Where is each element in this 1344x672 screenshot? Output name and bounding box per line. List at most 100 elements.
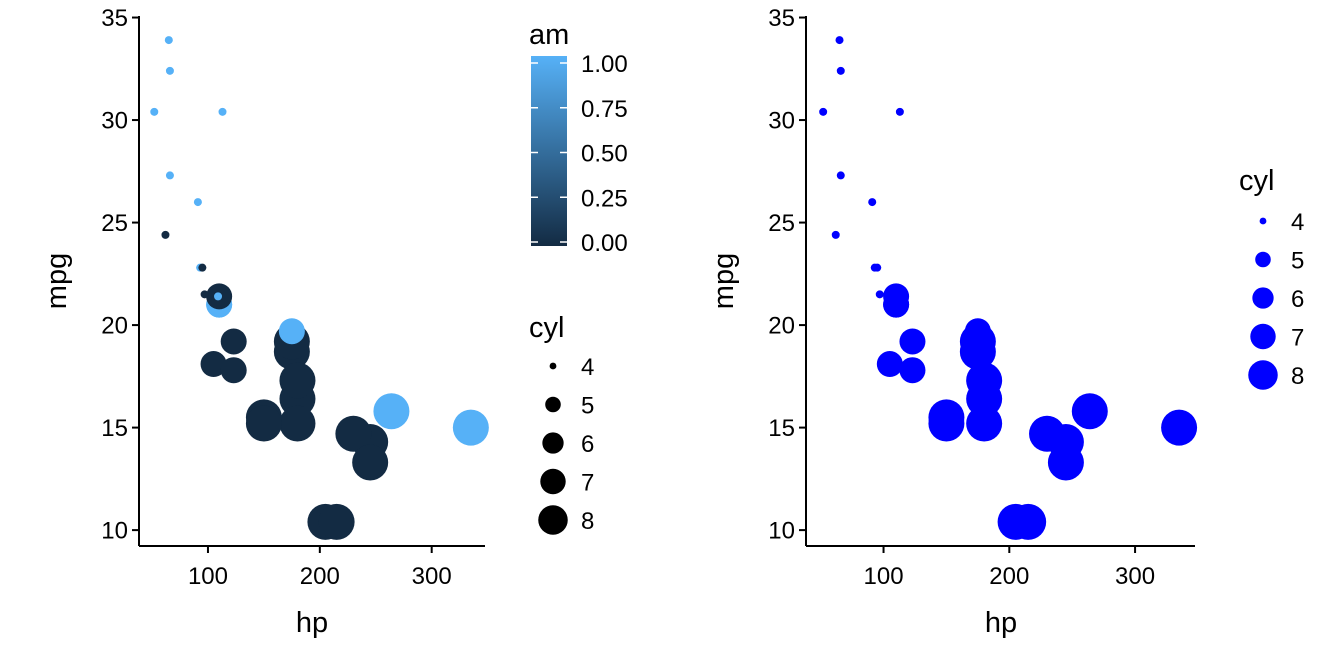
cyl-legend-right-key-7 — [1250, 323, 1276, 350]
cyl-legend-right-title: cyl — [1239, 165, 1274, 197]
right-y-tick-label: 30 — [768, 108, 795, 135]
right-y-tick-label: 20 — [768, 313, 795, 340]
right-x-tick-label: 100 — [864, 563, 904, 590]
left-x-tick-label: 300 — [412, 563, 452, 590]
left-points-layer — [150, 36, 489, 540]
left-y-tick-label: 25 — [101, 210, 128, 237]
left-data-point — [214, 292, 223, 301]
right-y-tick-label: 35 — [768, 5, 795, 32]
right-data-point — [836, 171, 845, 180]
left-y-tick-label: 20 — [101, 313, 128, 340]
cyl-legend-right-key-6 — [1252, 287, 1274, 309]
am-tick-label: 0.75 — [581, 96, 628, 123]
left-x-tick-label: 200 — [300, 563, 340, 590]
left-x-tick-label: 100 — [188, 563, 228, 590]
chart-right: 10 15 20 25 30 35 100 200 300 hp mpg cyl 4 5 6 7 8 — [708, 5, 1304, 639]
right-data-point — [819, 107, 828, 116]
cyl-legend-right-key-4 — [1259, 217, 1267, 225]
left-data-point — [452, 409, 489, 446]
am-legend-title: am — [529, 19, 569, 51]
left-data-point — [200, 351, 227, 378]
right-data-point — [868, 198, 877, 207]
left-y-tick-label: 10 — [101, 518, 128, 545]
cyl-legend-right-label: 4 — [1291, 209, 1304, 236]
left-data-point — [150, 107, 159, 116]
right-x-tick-label: 200 — [989, 563, 1029, 590]
am-legend: am 1.00 0.75 0.50 0.25 0.00 — [529, 19, 628, 257]
right-data-point — [1071, 393, 1108, 430]
cyl-legend-right-key-8 — [1248, 360, 1278, 390]
left-data-point — [198, 263, 207, 272]
cyl-legend-left-keys: 4 5 6 7 8 — [538, 354, 594, 535]
right-data-point — [1047, 444, 1084, 481]
left-data-point — [335, 415, 372, 452]
left-data-point — [373, 393, 410, 430]
left-data-point — [245, 405, 282, 442]
chart-left: 10 15 20 25 30 35 100 200 300 hp mpg am 1.00 0.7… — [41, 5, 628, 639]
cyl-legend-right: cyl 4 5 6 7 8 — [1239, 165, 1304, 390]
am-tick-label: 0.00 — [581, 230, 628, 257]
right-data-point — [831, 230, 840, 239]
right-data-point — [835, 36, 844, 45]
left-data-point — [165, 171, 174, 180]
right-data-point — [875, 290, 884, 299]
left-data-point — [318, 503, 355, 540]
left-data-point — [352, 444, 389, 481]
cyl-legend-left-label: 6 — [581, 431, 594, 458]
cyl-legend-left-key-7 — [540, 468, 566, 495]
cyl-legend-right-label: 8 — [1291, 363, 1304, 390]
right-data-point — [836, 66, 845, 75]
left-data-point — [193, 198, 202, 207]
right-y-tick-label: 15 — [768, 415, 795, 442]
left-y-ticks: 10 15 20 25 30 35 — [101, 5, 139, 545]
left-y-tick-label: 35 — [101, 5, 128, 32]
cyl-legend-right-label: 6 — [1291, 286, 1304, 313]
left-data-point — [220, 357, 247, 384]
cyl-legend-left-label: 7 — [581, 470, 594, 497]
left-x-axis-title: hp — [296, 607, 328, 639]
cyl-legend-left-label: 5 — [581, 393, 594, 420]
cyl-legend-right-label: 7 — [1291, 325, 1304, 352]
left-data-point — [279, 405, 316, 442]
am-tick-label: 1.00 — [581, 51, 628, 78]
cyl-legend-left-key-6 — [542, 432, 564, 454]
left-data-point — [278, 318, 305, 345]
left-data-point — [218, 107, 227, 116]
cyl-legend-left-label: 8 — [581, 508, 594, 535]
right-data-point — [873, 263, 882, 272]
right-data-point — [876, 351, 903, 378]
right-data-point — [1029, 415, 1066, 452]
left-y-tick-label: 15 — [101, 415, 128, 442]
left-data-point — [279, 362, 316, 399]
right-y-tick-label: 25 — [768, 210, 795, 237]
left-y-axis-title: mpg — [41, 253, 73, 309]
left-data-point — [200, 290, 209, 299]
right-y-axis-title: mpg — [708, 253, 740, 309]
cyl-legend-left-key-4 — [549, 362, 557, 370]
left-x-ticks: 100 200 300 — [188, 546, 452, 590]
left-data-point — [161, 230, 170, 239]
right-data-point — [928, 405, 965, 442]
right-y-tick-label: 10 — [768, 518, 795, 545]
left-data-point — [220, 328, 247, 355]
right-x-ticks: 100 200 300 — [864, 546, 1155, 590]
right-points-layer — [819, 36, 1198, 540]
right-data-point — [899, 328, 926, 355]
right-data-point — [899, 357, 926, 384]
right-y-ticks: 10 15 20 25 30 35 — [768, 5, 806, 545]
cyl-legend-left-label: 4 — [581, 354, 594, 381]
right-data-point — [1161, 409, 1198, 446]
am-colorbar — [531, 56, 567, 246]
left-y-tick-label: 30 — [101, 108, 128, 135]
right-data-point — [966, 405, 1003, 442]
cyl-legend-right-key-5 — [1255, 251, 1271, 268]
right-data-point — [890, 292, 899, 301]
am-legend-ticks: 1.00 0.75 0.50 0.25 0.00 — [531, 51, 628, 257]
right-data-point — [1010, 503, 1047, 540]
right-data-point — [895, 107, 904, 116]
right-x-tick-label: 300 — [1115, 563, 1155, 590]
am-tick-label: 0.25 — [581, 185, 628, 212]
cyl-legend-left-title: cyl — [529, 312, 564, 344]
cyl-legend-left-key-5 — [545, 396, 561, 413]
left-data-point — [165, 66, 174, 75]
